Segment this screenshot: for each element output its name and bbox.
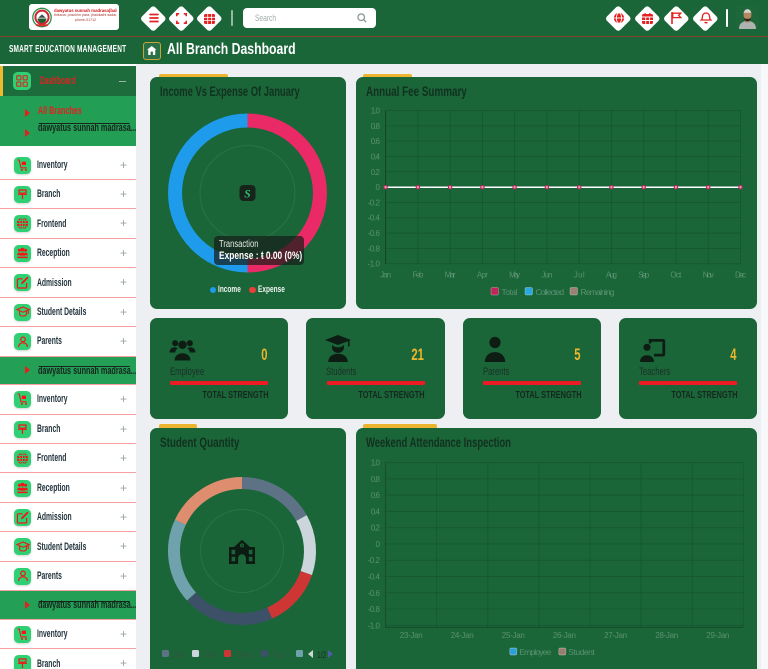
svg-text:Collected: Collected [536,287,565,297]
svg-text:-0.6: -0.6 [368,229,381,238]
svg-text:Jan: Jan [380,271,391,280]
svg-text:S: S [244,189,250,201]
svg-text:Sep: Sep [638,271,650,280]
svg-text:0.2: 0.2 [371,524,381,533]
svg-text:0.6: 0.6 [371,491,381,500]
svg-text:-0.4: -0.4 [368,573,381,582]
svg-text:26-Jan: 26-Jan [553,631,576,640]
svg-text:Employee: Employee [519,647,551,657]
svg-text:0.8: 0.8 [371,475,381,484]
svg-text:1.0: 1.0 [371,107,381,116]
svg-text:23-Jan: 23-Jan [400,631,423,640]
svg-text:29-Jan: 29-Jan [706,631,729,640]
svg-text:-0.4: -0.4 [368,214,381,223]
svg-text:May: May [509,271,520,280]
svg-text:Jun: Jun [541,271,552,280]
svg-text:-0.8: -0.8 [368,605,381,614]
svg-text:0.8: 0.8 [371,122,381,131]
svg-text:Feb: Feb [412,271,424,280]
svg-text:1.0: 1.0 [371,459,381,468]
svg-text:-0.2: -0.2 [368,556,381,565]
svg-text:-0.6: -0.6 [368,589,381,598]
svg-text:28-Jan: 28-Jan [655,631,678,640]
svg-text:0: 0 [376,183,381,192]
svg-text:Apr: Apr [477,271,488,280]
svg-text:24-Jan: 24-Jan [451,631,474,640]
svg-text:0.2: 0.2 [371,168,381,177]
svg-text:0: 0 [376,540,381,549]
svg-text:Nov: Nov [703,271,714,280]
svg-text:Dec: Dec [735,271,746,280]
svg-text:0.4: 0.4 [371,153,381,162]
svg-text:-1.0: -1.0 [368,621,381,630]
svg-text:Mar: Mar [445,271,456,280]
svg-text:Student: Student [568,647,595,657]
svg-text:Oct: Oct [670,271,682,280]
svg-text:-1.0: -1.0 [368,260,381,269]
svg-text:Remaining: Remaining [581,287,615,297]
svg-text:Jul: Jul [574,271,585,280]
svg-text:-0.2: -0.2 [368,198,381,207]
svg-text:Total: Total [502,287,518,297]
svg-text:Aug: Aug [606,271,617,280]
svg-text:0.6: 0.6 [371,137,381,146]
svg-text:27-Jan: 27-Jan [604,631,627,640]
svg-text:0.4: 0.4 [371,507,381,516]
svg-text:25-Jan: 25-Jan [502,631,525,640]
svg-text:-0.8: -0.8 [368,244,381,253]
